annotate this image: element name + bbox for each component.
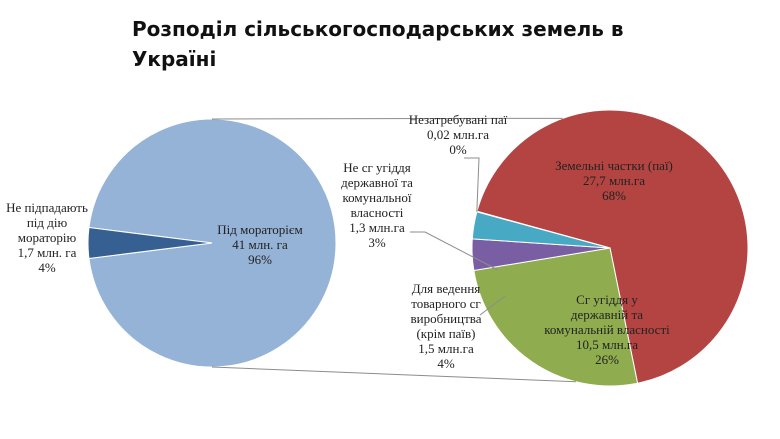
- label-land-shares: Земельні частки (паї) 27,7 млн.га 68%: [555, 158, 673, 203]
- label-non-agricultural-state-communal: Не сг угіддя державної та комунальної власн…: [341, 160, 413, 250]
- label-unclaimed-shares: Незатребувані паї 0,02 млн.га 0%: [409, 112, 508, 157]
- leader-unclaimed-shares: [464, 157, 480, 212]
- label-not-under-moratorium: Не підпадають під дію мораторію 1,7 млн. га…: [6, 200, 88, 275]
- label-commercial-farming: Для ведення товарного сг виробництва (крім …: [411, 281, 482, 371]
- leader-commercial-farming: [479, 295, 506, 316]
- slice-state-communal-agricultural: [473, 247, 639, 387]
- slice-not-under-moratorium: [87, 226, 213, 260]
- label-moratorium: Під мораторієм 41 млн. га 96%: [217, 222, 302, 267]
- chart-title: Розподіл сільськогосподарських земель в …: [132, 17, 624, 71]
- slice-land-shares: [476, 109, 749, 384]
- slice-moratorium: [88, 118, 337, 368]
- leader-non-agricultural: [410, 231, 499, 271]
- connector-line-bottom: [211, 366, 576, 383]
- connector-line-top: [211, 117, 563, 120]
- label-state-communal-agricultural: Сг угіддя у державній та комунальній власн…: [544, 292, 670, 367]
